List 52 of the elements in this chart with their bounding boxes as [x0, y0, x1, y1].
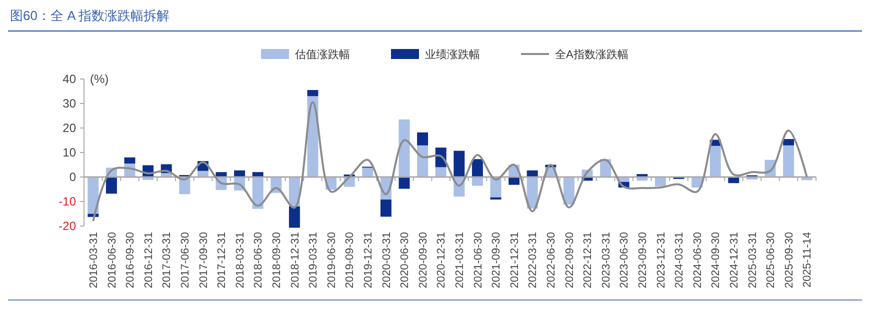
chart-title: 图60：全 A 指数涨跌幅拆解 [10, 8, 170, 23]
x-tick-label: 2021-06-30 [472, 232, 484, 288]
x-tick-label: 2016-09-30 [124, 232, 137, 288]
y-tick-label: 0 [69, 170, 76, 184]
x-tick-label: 2017-03-31 [161, 232, 174, 288]
y-tick-label: 20 [62, 121, 76, 136]
x-tick-label: 2018-09-30 [271, 232, 283, 288]
x-tick-label: 2025-11-14 [802, 232, 814, 288]
x-tick-label: 2022-09-30 [564, 232, 576, 288]
x-tick-label: 2024-06-30 [692, 232, 704, 288]
x-tick-label: 2023-03-31 [600, 232, 612, 288]
legend-label: 估值涨跌幅 [295, 48, 350, 61]
x-tick-label: 2016-12-31 [142, 232, 155, 288]
legend-label: 全A指数涨跌幅 [555, 48, 628, 61]
y-tick-label: 10 [62, 146, 76, 160]
x-tick-label: 2021-03-31 [454, 232, 466, 288]
x-tick-label: 2016-06-30 [106, 232, 118, 288]
x-tick-label: 2020-03-31 [380, 232, 393, 288]
x-tick-label: 2018-12-31 [289, 232, 302, 288]
y-tick-label: -20 [58, 219, 76, 234]
x-tick-label: 2019-09-30 [344, 232, 356, 288]
x-tick-label: 2022-06-30 [546, 232, 558, 288]
x-tick-label: 2022-03-31 [527, 232, 540, 288]
x-tick-label: 2019-03-31 [308, 232, 320, 288]
x-tick-label: 2019-12-31 [362, 232, 374, 288]
x-tick-label: 2017-12-31 [216, 232, 228, 288]
x-tick-label: 2024-12-31 [728, 232, 740, 288]
x-tick-label: 2021-12-31 [508, 232, 521, 288]
y-tick-label: -10 [58, 194, 76, 209]
x-tick-label: 2017-06-30 [180, 232, 192, 288]
legend-label: 业绩涨跌幅 [425, 48, 480, 61]
x-tick-label: 2024-03-31 [674, 232, 686, 288]
x-tick-label: 2022-12-31 [582, 232, 594, 288]
x-tick-label: 2020-06-30 [399, 232, 412, 288]
x-tick-label: 2025-06-30 [765, 232, 778, 288]
x-tick-label: 2024-09-30 [710, 232, 722, 288]
x-tick-label: 2020-12-31 [436, 232, 448, 288]
x-tick-label: 2025-03-31 [746, 232, 759, 288]
x-tick-label: 2025-09-30 [783, 232, 796, 288]
y-axis-title: (%) [90, 72, 109, 86]
y-tick-label: 40 [62, 72, 76, 86]
x-tick-label: 2023-06-30 [618, 232, 631, 288]
x-tick-label: 2018-06-30 [252, 232, 265, 288]
x-tick-label: 2020-09-30 [417, 232, 430, 288]
x-tick-label: 2021-09-30 [490, 232, 503, 288]
x-tick-label: 2016-03-31 [88, 232, 100, 288]
x-tick-label: 2023-12-31 [655, 232, 668, 288]
x-tick-label: 2018-03-31 [234, 232, 246, 288]
x-tick-label: 2017-09-30 [198, 232, 210, 288]
x-tick-label: 2019-06-30 [326, 232, 338, 288]
x-tick-label: 2023-09-30 [637, 232, 649, 288]
y-tick-label: 30 [62, 96, 76, 111]
